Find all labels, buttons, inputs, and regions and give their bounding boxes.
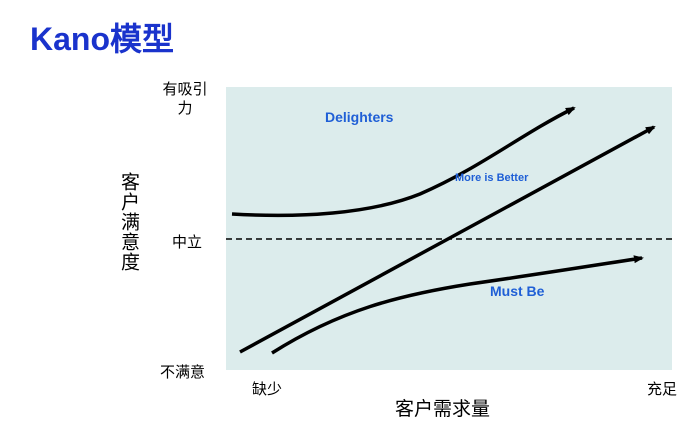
y-label: 有吸引力 (162, 80, 208, 117)
curve-label: More is Better (455, 172, 529, 184)
x-label: 充足 (647, 380, 678, 398)
y-label: 不满意 (160, 363, 206, 381)
y-axis-title: 客户满意度 (118, 172, 140, 272)
plot-area (226, 87, 672, 370)
title: Kano模型 (30, 21, 175, 57)
y-label: 中立 (172, 233, 203, 251)
more-is-better-line (239, 125, 656, 354)
must-be-curve (271, 255, 644, 355)
x-label: 缺少 (252, 380, 283, 398)
delighters-curve (231, 106, 576, 218)
curve-label: Must Be (490, 283, 545, 299)
x-axis-title: 客户需求量 (395, 398, 491, 420)
curve-label: Delighters (325, 109, 394, 125)
